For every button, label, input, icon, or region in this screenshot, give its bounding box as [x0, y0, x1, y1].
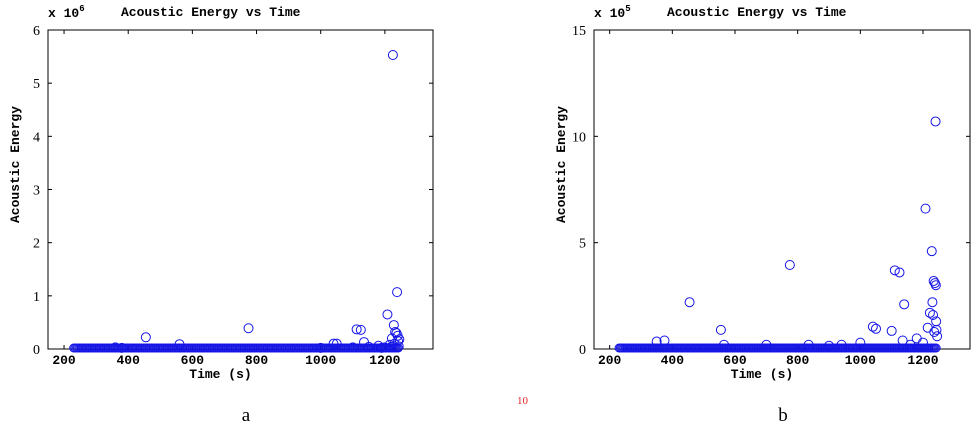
exponent-power: 6: [79, 4, 84, 14]
data-point: [922, 322, 933, 333]
y-tick-label: 0: [33, 343, 40, 358]
data-point: [715, 324, 726, 335]
data-point: [926, 246, 937, 257]
panel-caption: b: [778, 405, 788, 426]
x-tick-label: 200: [598, 353, 622, 368]
data-point: [929, 278, 940, 289]
x-tick-label: 400: [661, 353, 685, 368]
data-point: [889, 265, 900, 276]
data-point: [376, 342, 387, 353]
data-point: [897, 335, 908, 346]
data-point: [931, 324, 942, 335]
scatter-series: [69, 49, 405, 353]
y-tick-label: 5: [579, 237, 586, 252]
y-tick-label: 4: [33, 130, 40, 145]
x-tick-label: 1200: [369, 353, 400, 368]
y-tick-label: 5: [33, 77, 40, 92]
data-point: [116, 342, 127, 353]
data-point: [387, 49, 398, 60]
data-point: [920, 203, 931, 214]
data-point: [924, 307, 935, 318]
data-point: [391, 328, 402, 339]
exponent-label: x 106: [48, 4, 85, 21]
y-tick-label: 0: [579, 343, 586, 358]
y-tick-label: 15: [572, 24, 586, 39]
data-point: [243, 323, 254, 334]
y-axis-label: Acoustic Energy: [554, 106, 569, 223]
x-tick-label: 200: [52, 353, 76, 368]
plot-area-frame: [47, 29, 434, 350]
data-point: [351, 324, 362, 335]
data-point: [894, 267, 905, 278]
exponent-base: x 10: [48, 6, 79, 21]
x-tick-label: 400: [117, 353, 141, 368]
data-point: [927, 297, 938, 308]
data-point: [392, 287, 403, 298]
x-tick-label: 1200: [907, 353, 938, 368]
data-point: [836, 339, 847, 350]
data-point: [803, 339, 814, 350]
data-point: [355, 324, 366, 335]
data-point: [389, 338, 400, 349]
chart-title: Acoustic Energy vs Time: [667, 5, 847, 20]
x-tick-label: 800: [245, 353, 269, 368]
panel-caption: a: [242, 405, 251, 426]
y-tick-label: 2: [33, 237, 40, 252]
data-point: [871, 323, 881, 334]
x-axis-label: Time (s): [189, 367, 251, 382]
plot-area-frame: [593, 29, 971, 350]
exponent-label: x 105: [594, 4, 631, 21]
x-tick-label: 600: [723, 353, 747, 368]
data-point: [911, 333, 922, 344]
scatter-series: [614, 116, 943, 353]
data-point: [930, 280, 941, 291]
data-point: [140, 332, 151, 343]
data-point: [784, 259, 795, 270]
y-tick-label: 1: [33, 290, 40, 305]
data-point: [761, 339, 772, 350]
x-axis-label: Time (s): [731, 367, 793, 382]
data-point: [867, 321, 878, 332]
data-point: [331, 338, 342, 349]
y-tick-label: 3: [33, 184, 40, 199]
x-tick-label: 1000: [845, 353, 876, 368]
data-point: [328, 338, 339, 349]
data-point: [899, 299, 910, 310]
stray-footnote-fragment: 10: [517, 395, 529, 407]
chart-title: Acoustic Energy vs Time: [121, 5, 301, 20]
data-point: [932, 331, 943, 342]
data-point: [824, 340, 834, 351]
data-point: [659, 335, 670, 346]
data-point: [174, 339, 185, 350]
x-tick-label: 600: [181, 353, 205, 368]
data-point: [347, 342, 358, 353]
data-point: [855, 337, 866, 348]
y-tick-label: 6: [33, 24, 40, 39]
data-point: [886, 325, 897, 336]
data-point: [719, 339, 730, 350]
exponent-base: x 10: [594, 6, 625, 21]
data-point: [382, 309, 393, 320]
data-point: [393, 336, 404, 347]
data-point: [931, 343, 941, 353]
data-point: [110, 342, 121, 353]
data-point: [930, 116, 941, 127]
data-point: [684, 297, 695, 308]
data-point: [905, 339, 916, 350]
data-point: [928, 309, 939, 320]
x-tick-label: 1000: [305, 353, 336, 368]
data-point: [373, 340, 384, 351]
data-point: [363, 341, 374, 352]
data-point: [379, 342, 390, 353]
exponent-power: 5: [625, 4, 630, 14]
x-tick-label: 800: [786, 353, 810, 368]
y-axis-label: Acoustic Energy: [8, 106, 23, 223]
data-point: [386, 341, 397, 352]
data-point: [651, 336, 662, 347]
data-point: [315, 342, 326, 353]
y-tick-label: 10: [572, 130, 586, 145]
